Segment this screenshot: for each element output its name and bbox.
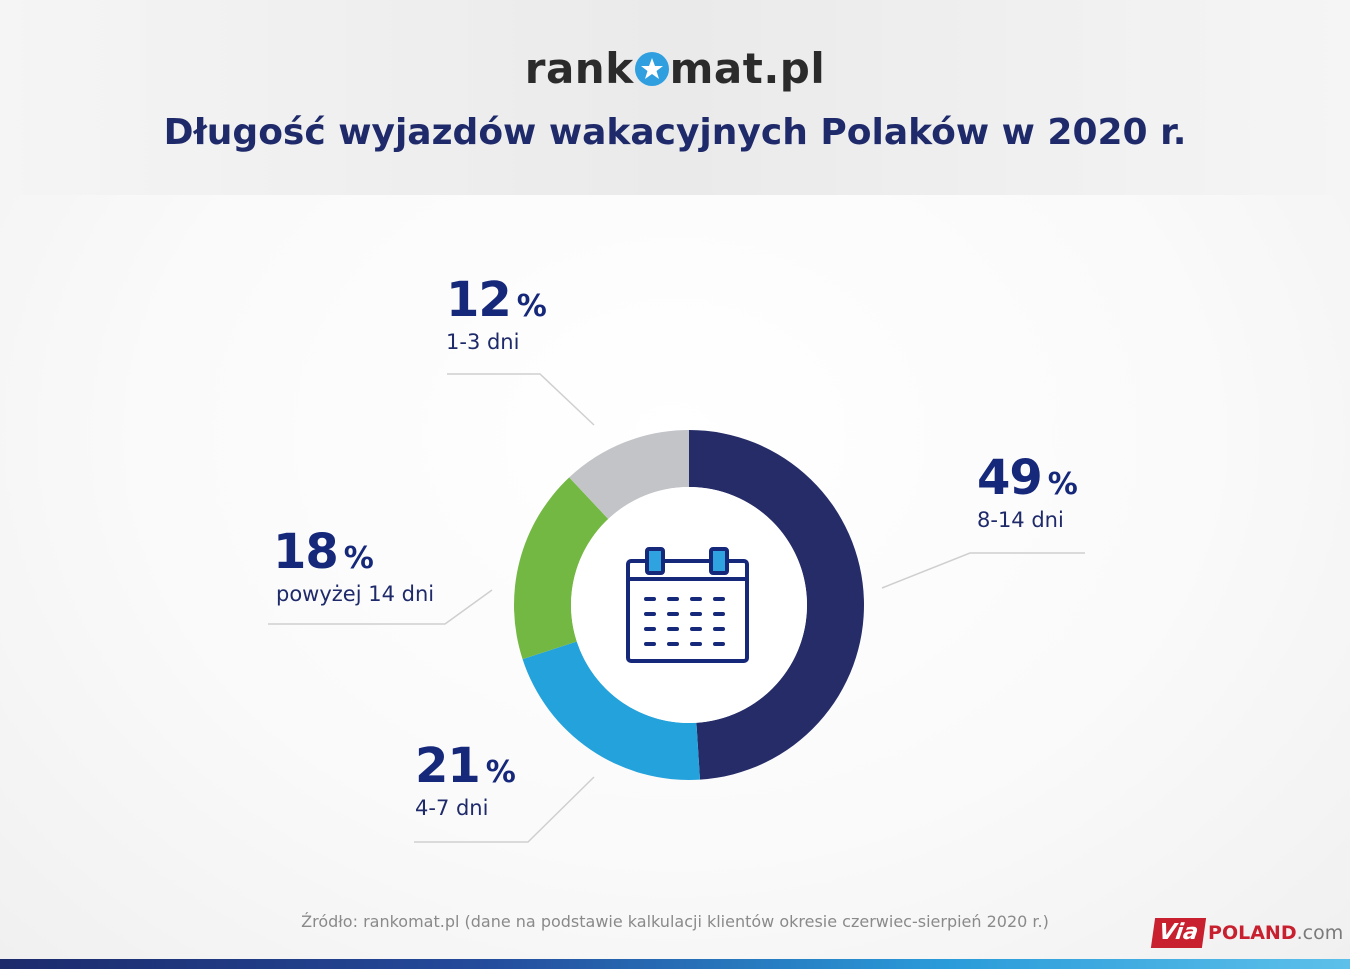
category-label: powyżej 14 dni xyxy=(276,582,435,606)
value-label: 21 xyxy=(415,738,481,794)
unit-label: % xyxy=(343,541,374,576)
data-label-8-14: 49% 8-14 dni xyxy=(977,450,1078,532)
com-mark: .com xyxy=(1296,922,1344,944)
leader-line-1-3 xyxy=(447,373,595,426)
bottom-accent-bar xyxy=(0,959,1350,969)
donut-slice-4-7-dni xyxy=(522,641,700,780)
value-label: 12 xyxy=(446,272,512,328)
page-title: Długość wyjazdów wakacyjnych Polaków w 2… xyxy=(163,112,1187,153)
value-label: 49 xyxy=(977,450,1043,506)
logo-text-start: rank xyxy=(524,44,634,93)
rankomat-logo: rank mat.pl xyxy=(0,44,1350,93)
logo-text-end: mat.pl xyxy=(669,44,826,93)
unit-label: % xyxy=(485,755,516,790)
star-icon xyxy=(634,52,669,86)
data-label-1-3: 12% 1-3 dni xyxy=(446,272,547,354)
data-label-4-7: 21% 4-7 dni xyxy=(415,738,516,820)
viapoland-logo: Via POLAND.com xyxy=(1150,918,1344,952)
calendar-icon xyxy=(626,547,749,663)
donut-slice-powyżej-14-dni xyxy=(514,477,609,660)
donut-slice-8-14-dni xyxy=(689,430,865,780)
via-mark: Via xyxy=(1150,918,1207,948)
category-label: 4-7 dni xyxy=(415,796,489,820)
donut-slice-1-3-dni xyxy=(569,430,689,519)
poland-mark: POLAND xyxy=(1208,922,1297,944)
unit-label: % xyxy=(1047,467,1078,502)
value-label: 18 xyxy=(273,524,339,580)
leader-line-powyzej-14 xyxy=(268,589,493,625)
category-label: 8-14 dni xyxy=(977,508,1064,532)
leader-line-8-14 xyxy=(881,552,1085,589)
category-label: 1-3 dni xyxy=(446,330,520,354)
source-note: Źródło: rankomat.pl (dane na podstawie k… xyxy=(301,912,1049,931)
header-band xyxy=(0,0,1350,195)
leader-line-4-7 xyxy=(414,776,595,843)
data-label-powyzej-14: 18% powyżej 14 dni xyxy=(273,524,434,606)
unit-label: % xyxy=(516,289,547,324)
donut-hole xyxy=(571,487,807,723)
